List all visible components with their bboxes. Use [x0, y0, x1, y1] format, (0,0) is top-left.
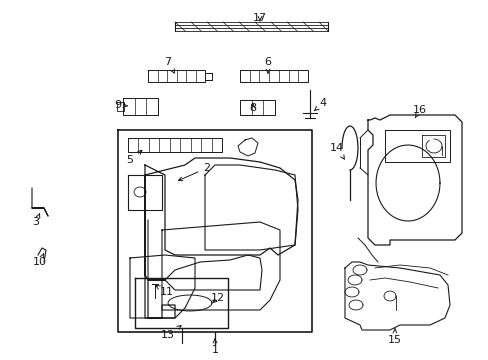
Text: 7: 7	[164, 57, 174, 73]
Text: 9: 9	[114, 100, 127, 110]
Text: 2: 2	[178, 163, 210, 181]
Text: 3: 3	[32, 214, 40, 227]
Text: 12: 12	[210, 293, 224, 303]
Text: 8: 8	[249, 103, 256, 113]
Text: 16: 16	[412, 105, 426, 118]
Text: 13: 13	[161, 326, 181, 340]
Text: 11: 11	[156, 285, 174, 297]
Text: 4: 4	[314, 98, 326, 111]
Text: 1: 1	[211, 339, 218, 355]
Text: 5: 5	[126, 150, 142, 165]
Text: 14: 14	[329, 143, 344, 159]
Text: 15: 15	[387, 329, 401, 345]
Text: 6: 6	[264, 57, 271, 73]
Text: 10: 10	[33, 254, 47, 267]
Text: 17: 17	[252, 13, 266, 23]
